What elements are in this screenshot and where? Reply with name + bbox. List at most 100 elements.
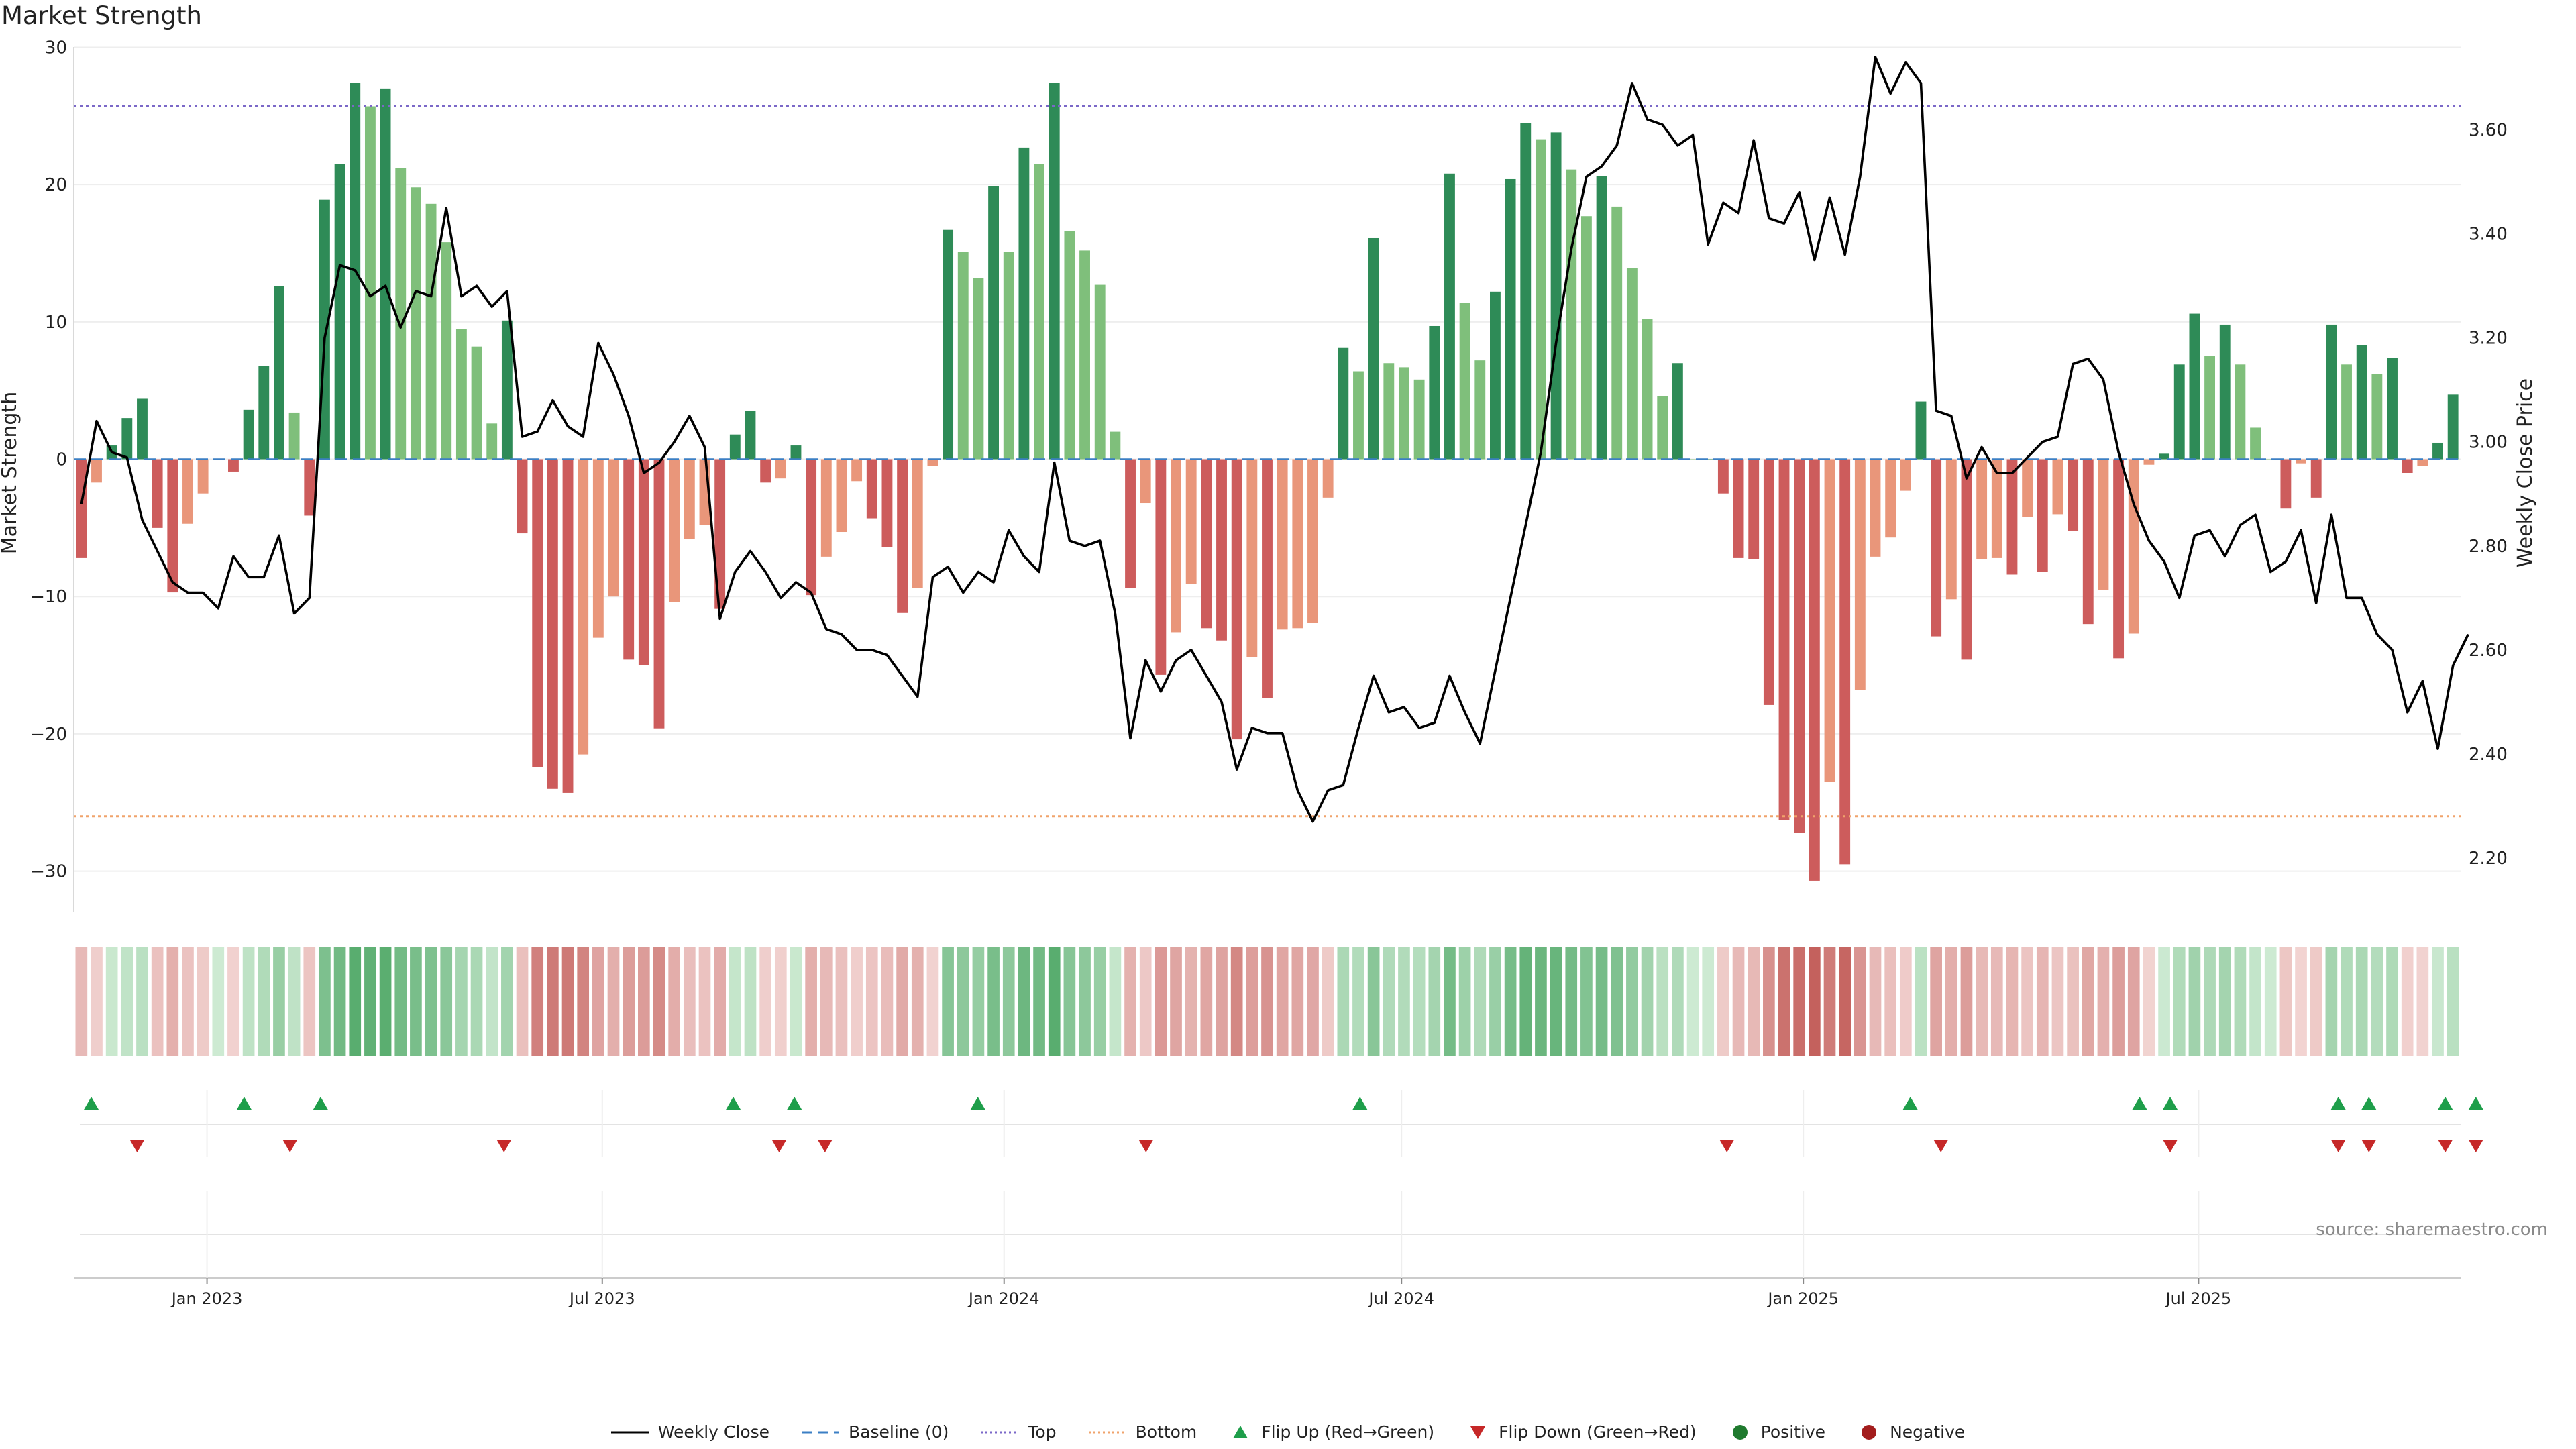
heatmap-cell xyxy=(1535,947,1547,1056)
strength-bar xyxy=(973,278,984,460)
strength-bar xyxy=(288,412,300,460)
heatmap-cell xyxy=(2112,947,2125,1056)
strength-bar xyxy=(2250,427,2261,460)
strength-bar xyxy=(1171,459,1181,633)
heatmap-cell xyxy=(182,947,194,1056)
y-axis-title: Market Strength xyxy=(0,392,21,554)
heatmap-cell xyxy=(1139,947,1152,1056)
strength-bar xyxy=(1945,459,1957,600)
bottom-panel xyxy=(80,1191,2461,1278)
strength-bar xyxy=(197,459,209,494)
heatmap-cell xyxy=(1869,947,1882,1056)
heatmap-cell xyxy=(2067,947,2079,1056)
legend-label: Top xyxy=(1028,1422,1057,1442)
heatmap-cell xyxy=(319,947,331,1056)
strength-bar xyxy=(2128,459,2139,634)
heatmap-cell xyxy=(349,947,362,1056)
heatmap-cell xyxy=(1641,947,1654,1056)
heatmap-cell xyxy=(227,947,239,1056)
x-tick-label: Jan 2023 xyxy=(170,1289,243,1308)
heatmap-cell xyxy=(957,947,969,1056)
strength-bar xyxy=(806,459,817,596)
heatmap-cell xyxy=(1976,947,1988,1056)
x-tick-label: Jan 2024 xyxy=(967,1289,1040,1308)
flip-down-marker xyxy=(2361,1140,2377,1152)
heatmap-cell xyxy=(501,947,513,1056)
heatmap-cell xyxy=(2082,947,2094,1056)
heatmap-cell xyxy=(1033,947,1045,1056)
heatmap-cell xyxy=(623,947,635,1056)
strength-bar xyxy=(1839,459,1851,865)
strength-bar xyxy=(1307,459,1318,623)
strength-bar xyxy=(912,459,923,588)
heatmap-cell xyxy=(835,947,848,1056)
y-tick-label: −30 xyxy=(30,862,67,882)
heatmap-cell xyxy=(2249,947,2261,1056)
flip-up-marker xyxy=(84,1097,99,1110)
strength-bar xyxy=(1110,431,1121,460)
strength-bar xyxy=(1809,459,1820,881)
heatmap-cell xyxy=(1519,947,1532,1056)
strength-bar xyxy=(927,459,938,466)
heatmap-cell xyxy=(1839,947,1851,1056)
heatmap-cell xyxy=(790,947,802,1056)
strength-bar xyxy=(1550,132,1562,460)
strength-bar xyxy=(486,423,498,460)
strength-bar xyxy=(881,459,893,547)
strength-bar xyxy=(638,459,649,665)
strength-bar xyxy=(2219,324,2231,460)
strength-bar xyxy=(1140,459,1151,504)
strength-bar xyxy=(137,398,148,460)
heatmap-cell xyxy=(1945,947,1957,1056)
heatmap-cell xyxy=(668,947,681,1056)
heatmap-cell xyxy=(1048,947,1061,1056)
heatmap-cell xyxy=(394,947,407,1056)
heatmap-cell xyxy=(2355,947,2368,1056)
heatmap-cell xyxy=(547,947,559,1056)
strength-bar xyxy=(380,88,391,460)
heatmap-cell xyxy=(1322,947,1334,1056)
heatmap-cell xyxy=(2264,947,2277,1056)
strength-bar xyxy=(1246,459,1258,657)
strength-bar xyxy=(957,252,969,460)
strength-bar xyxy=(1870,459,1881,557)
heatmap-cell xyxy=(896,947,908,1056)
heatmap-cell xyxy=(303,947,316,1056)
heatmap-cell xyxy=(1458,947,1471,1056)
heatmap-cell xyxy=(561,947,574,1056)
heatmap-cell xyxy=(1854,947,1866,1056)
strength-bar xyxy=(943,229,954,460)
dashed-line-icon xyxy=(802,1431,840,1433)
flip-up-marker xyxy=(970,1097,985,1110)
legend-item-top: Top xyxy=(981,1422,1057,1442)
heatmap-cell xyxy=(1155,947,1167,1056)
flip-down-marker xyxy=(1933,1140,1949,1152)
y2-tick-label: 2.40 xyxy=(2469,745,2508,765)
strength-heatmap xyxy=(75,947,2459,1056)
heatmap-cell xyxy=(1595,947,1608,1056)
strength-bar xyxy=(1474,360,1486,460)
strength-bar xyxy=(1596,176,1607,460)
y2-tick-label: 2.80 xyxy=(2469,537,2508,557)
heatmap-cell xyxy=(2416,947,2429,1056)
strength-bar xyxy=(562,459,574,793)
strength-bar xyxy=(1444,173,1455,460)
strength-bar xyxy=(1566,169,1577,460)
heatmap-cell xyxy=(2447,947,2459,1056)
strength-bar xyxy=(1672,363,1683,460)
heatmap-cell xyxy=(197,947,209,1056)
strength-bar xyxy=(1854,459,1866,690)
y-tick-label: 20 xyxy=(45,175,67,195)
strength-bar xyxy=(1034,164,1044,460)
strength-bar xyxy=(897,459,908,613)
strength-bar xyxy=(578,459,589,755)
heatmap-cell xyxy=(2127,947,2140,1056)
strength-bar xyxy=(1185,459,1197,584)
heatmap-cell xyxy=(1960,947,1973,1056)
flip-up-marker xyxy=(2468,1097,2483,1110)
strength-bar xyxy=(2022,459,2033,517)
x-tick-label: Jul 2024 xyxy=(1367,1289,1434,1308)
heatmap-cell xyxy=(1686,947,1699,1056)
strength-bars xyxy=(76,83,2459,881)
heatmap-cell xyxy=(1580,947,1593,1056)
